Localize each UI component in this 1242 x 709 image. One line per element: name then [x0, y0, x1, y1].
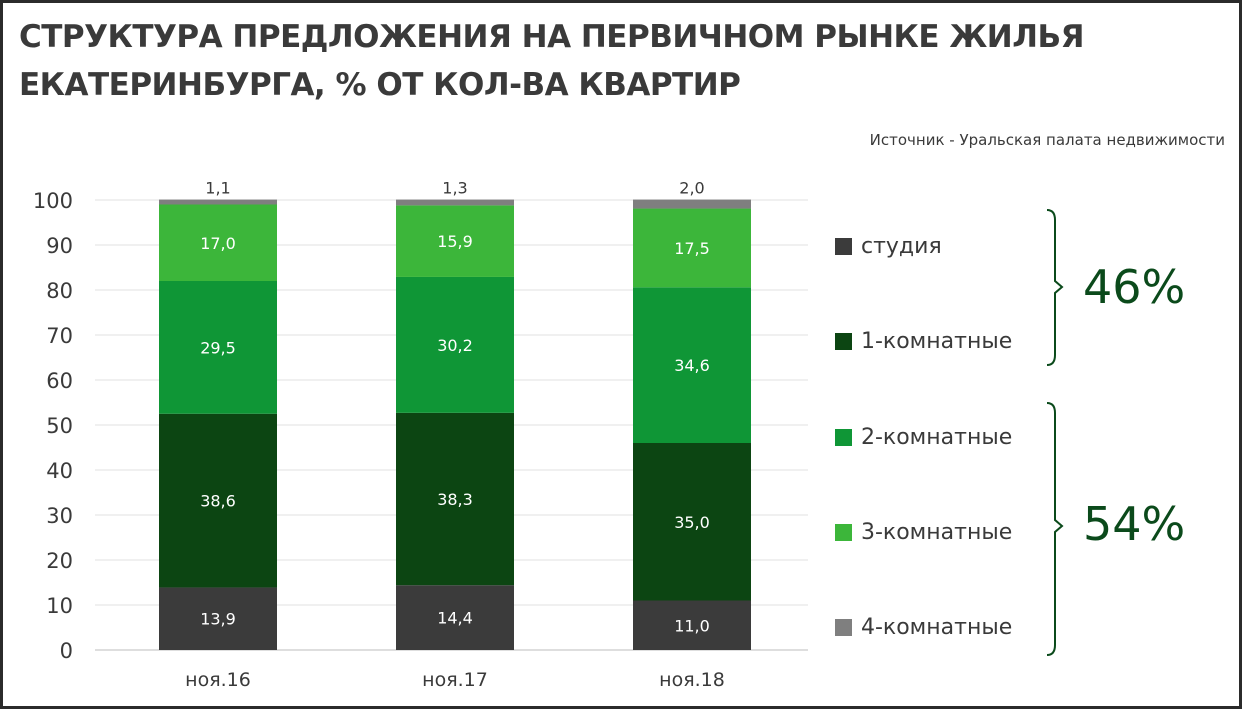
data-label: 38,6 — [200, 492, 236, 511]
bar-segment-студия — [159, 587, 277, 650]
bars: 13,9 38,6 29,5 17,0 1,1 14,4 38,3 30,2 15,9 1,3 11… — [159, 179, 751, 650]
bar-segment-2-комнатные — [396, 276, 514, 413]
data-label: 13,9 — [200, 610, 236, 629]
legend-item: студия — [835, 231, 942, 261]
legend-label: 4-комнатные — [861, 614, 1013, 640]
bar-segment-3-комнатные — [159, 204, 277, 281]
group-brace — [1046, 209, 1064, 366]
data-label: 1,3 — [442, 179, 467, 198]
y-tick-label: 0 — [60, 639, 73, 663]
bar-segment-студия — [633, 600, 751, 650]
data-label: 34,6 — [674, 356, 710, 375]
legend-item: 2-комнатные — [835, 422, 1012, 452]
bar-segment-4-комнатные — [633, 199, 751, 209]
group-share-label: 46% — [1083, 260, 1186, 314]
legend-label: 3-комнатные — [861, 519, 1013, 545]
title-line-2: ЕКАТЕРИНБУРГА, % ОТ КОЛ-ВА КВАРТИР — [19, 67, 741, 103]
legend-swatch — [835, 428, 852, 446]
bar-segment-2-комнатные — [633, 287, 751, 443]
y-tick-label: 50 — [46, 414, 73, 438]
y-tick-label: 80 — [46, 279, 73, 303]
y-axis: 0 10 20 30 40 50 60 70 80 90 100 — [33, 189, 73, 663]
legend-swatch — [835, 237, 852, 255]
x-tick-label: ноя.16 — [185, 669, 251, 691]
group-braces — [1046, 209, 1064, 656]
data-label: 14,4 — [437, 609, 473, 628]
legend-swatch — [835, 332, 852, 350]
legend-label: 1-комнатные — [861, 328, 1013, 354]
title-line-1: СТРУКТУРА ПРЕДЛОЖЕНИЯ НА ПЕРВИЧНОМ РЫНКЕ… — [19, 19, 1085, 55]
legend-label: студия — [861, 233, 942, 259]
data-label: 2,0 — [679, 179, 704, 198]
y-tick-label: 20 — [46, 549, 73, 573]
y-tick-label: 70 — [46, 324, 73, 348]
legend-item: 3-комнатные — [835, 517, 1012, 547]
bar-segment-2-комнатные — [159, 281, 277, 414]
bar-segment-3-комнатные — [396, 205, 514, 277]
y-tick-label: 10 — [46, 594, 73, 618]
group-brace — [1046, 402, 1064, 656]
data-label: 29,5 — [200, 338, 236, 357]
y-tick-label: 30 — [46, 504, 73, 528]
chart-title: СТРУКТУРА ПРЕДЛОЖЕНИЯ НА ПЕРВИЧНОМ РЫНКЕ… — [19, 13, 1085, 109]
legend-swatch — [835, 618, 852, 636]
group-share-label: 54% — [1083, 497, 1186, 551]
data-label: 35,0 — [674, 513, 710, 532]
data-label: 30,2 — [437, 336, 473, 355]
bar-segment-1-комнатные — [633, 443, 751, 601]
bar-segment-студия — [396, 585, 514, 650]
y-tick-label: 90 — [46, 234, 73, 258]
legend-swatch — [835, 523, 852, 541]
legend-label: 2-комнатные — [861, 424, 1013, 450]
bar-segment-3-комнатные — [633, 208, 751, 288]
data-label: 15,9 — [437, 232, 473, 251]
x-axis: ноя.16 ноя.17 ноя.18 — [185, 669, 725, 691]
bar-segment-1-комнатные — [396, 412, 514, 586]
x-tick-label: ноя.18 — [659, 669, 725, 691]
data-label: 17,5 — [674, 239, 710, 258]
bar-segment-4-комнатные — [396, 199, 514, 206]
y-tick-label: 40 — [46, 459, 73, 483]
bar-segment-1-комнатные — [159, 413, 277, 588]
y-tick-label: 60 — [46, 369, 73, 393]
bar-segment-4-комнатные — [159, 199, 277, 205]
y-tick-label: 100 — [33, 189, 73, 213]
data-label: 11,0 — [674, 616, 710, 635]
data-label: 1,1 — [205, 179, 230, 198]
data-label: 17,0 — [200, 234, 236, 253]
legend-item: 4-комнатные — [835, 612, 1012, 642]
data-label: 38,3 — [437, 490, 473, 509]
legend-item: 1-комнатные — [835, 326, 1012, 356]
x-tick-label: ноя.17 — [422, 669, 488, 691]
source-note: Источник - Уральская палата недвижимости — [869, 131, 1225, 149]
